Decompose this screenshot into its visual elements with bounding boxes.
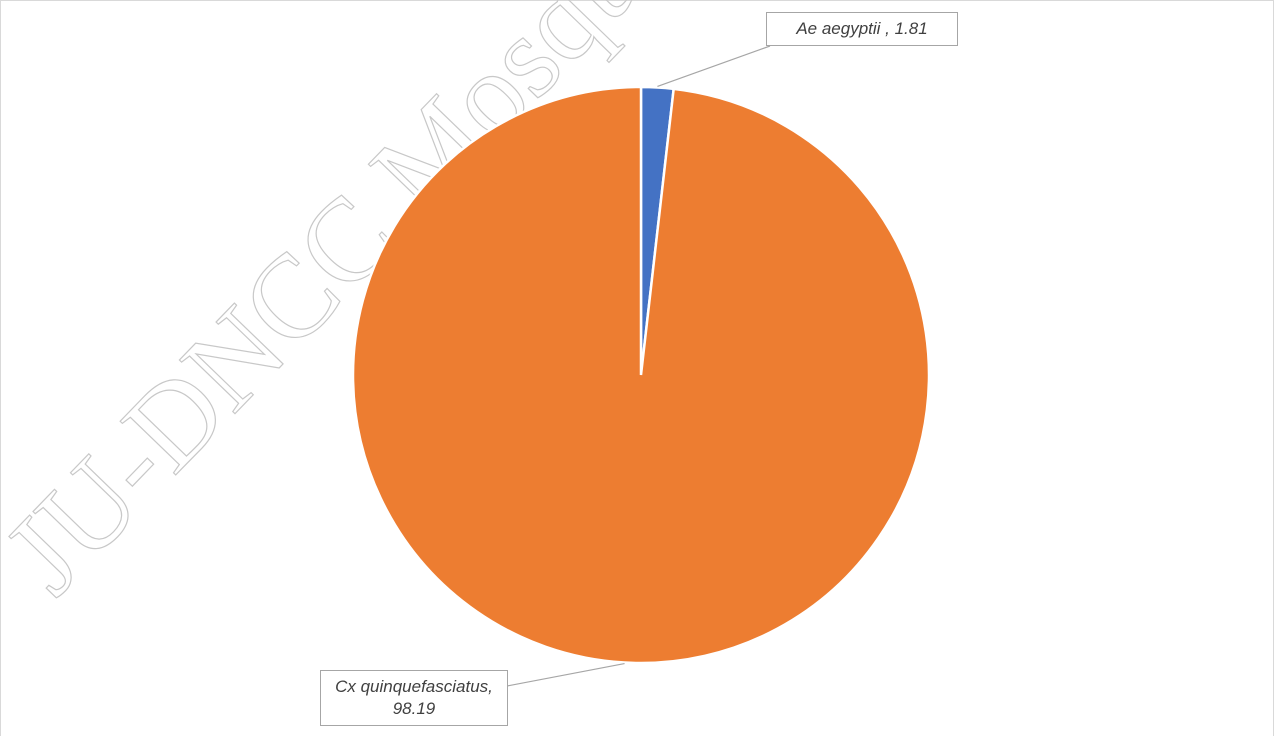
leader-line (506, 662, 625, 687)
leader-line (657, 45, 771, 88)
data-label: Cx quinquefasciatus, 98.19 (320, 670, 508, 726)
pie-slice (351, 85, 931, 665)
data-label: Ae aegyptii , 1.81 (766, 12, 958, 46)
